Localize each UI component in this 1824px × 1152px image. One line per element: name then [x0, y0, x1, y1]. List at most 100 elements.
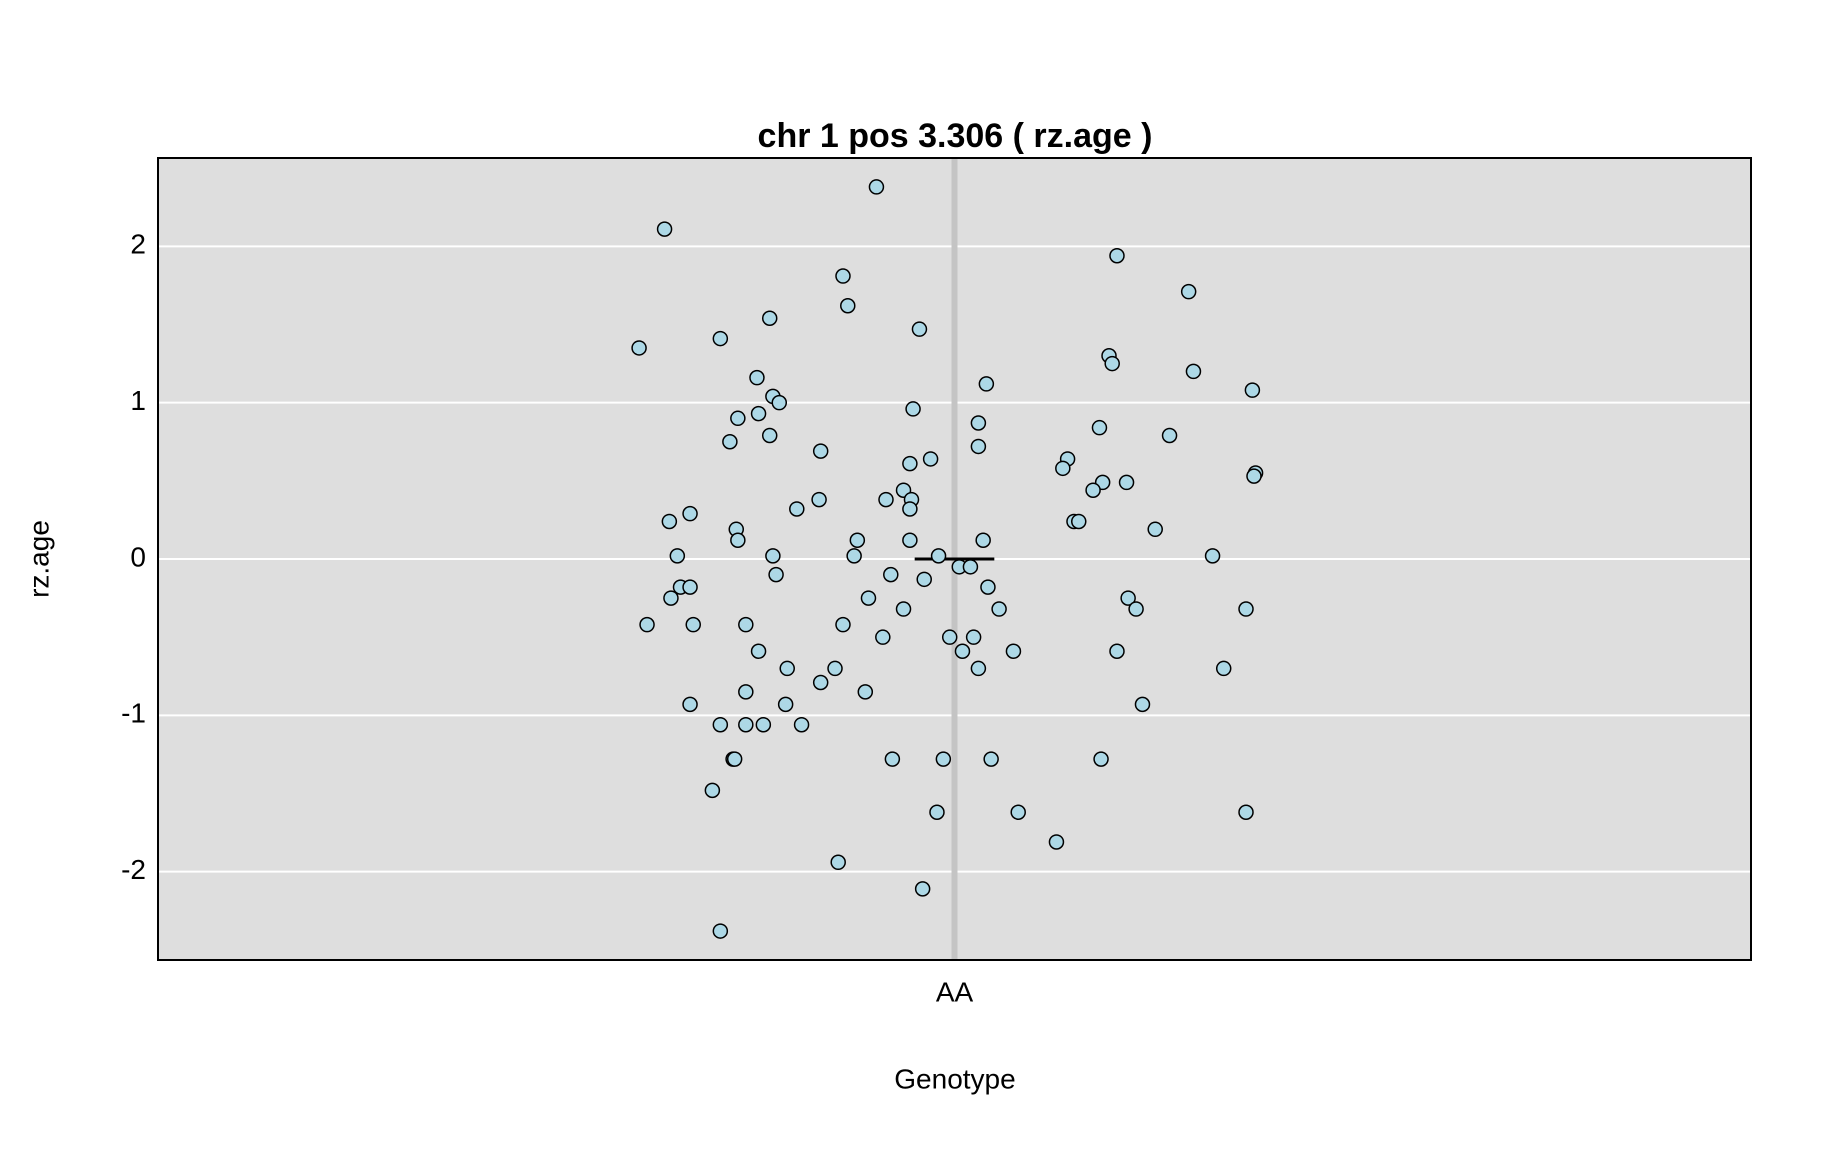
- data-point: [761, 310, 778, 326]
- data-point: [878, 491, 894, 508]
- data-point: [1005, 643, 1022, 659]
- data-point: [1161, 427, 1178, 444]
- data-point: [840, 297, 856, 314]
- data-point: [1180, 283, 1197, 300]
- y-tick-label: 2: [130, 229, 146, 260]
- data-point: [750, 405, 767, 422]
- data-point: [765, 548, 781, 564]
- data-point: [1238, 601, 1254, 617]
- data-point: [1128, 601, 1144, 617]
- data-point: [682, 579, 698, 595]
- data-point: [1109, 247, 1125, 264]
- data-point: [975, 532, 991, 548]
- data-point: [712, 330, 729, 347]
- y-tick-label: 1: [130, 385, 146, 416]
- data-point: [661, 513, 678, 530]
- data-point: [1147, 521, 1163, 538]
- data-point: [1244, 382, 1261, 398]
- data-point: [777, 696, 794, 713]
- data-point: [916, 571, 932, 588]
- data-point: [656, 221, 673, 237]
- data-point: [965, 629, 982, 645]
- data-point: [954, 643, 971, 659]
- data-point: [884, 751, 901, 767]
- data-point: [1118, 474, 1135, 491]
- data-point: [991, 601, 1007, 617]
- data-point: [830, 854, 846, 871]
- data-point: [761, 427, 778, 444]
- data-point: [902, 532, 918, 548]
- data-point: [812, 674, 829, 691]
- data-point: [722, 433, 738, 450]
- data-point: [1104, 355, 1120, 372]
- data-point: [663, 590, 679, 606]
- data-point: [639, 616, 655, 633]
- data-point: [911, 321, 928, 337]
- data-point: [849, 532, 866, 548]
- data-point: [738, 716, 754, 733]
- data-point: [682, 696, 698, 713]
- data-point: [1055, 460, 1071, 477]
- data-point: [755, 716, 772, 733]
- data-point: [1093, 751, 1109, 767]
- data-point: [941, 629, 958, 645]
- data-point: [1085, 482, 1101, 498]
- x-axis-label: Genotype: [894, 1063, 1015, 1094]
- data-point: [771, 394, 788, 411]
- data-point: [712, 716, 729, 733]
- x-tick-label: AA: [936, 976, 974, 1007]
- data-point: [1204, 548, 1221, 564]
- data-point: [812, 443, 829, 459]
- data-point: [1109, 643, 1125, 659]
- chart-title: chr 1 pos 3.306 ( rz.age ): [758, 117, 1153, 155]
- data-point: [750, 643, 767, 659]
- data-point: [860, 590, 877, 606]
- data-point: [883, 566, 899, 583]
- data-point: [811, 491, 827, 508]
- data-point: [749, 369, 765, 386]
- data-point: [914, 881, 931, 897]
- y-tick-label: 0: [130, 541, 146, 572]
- data-point: [779, 660, 795, 677]
- data-point: [978, 376, 995, 392]
- data-point: [1091, 419, 1108, 436]
- data-point: [1246, 468, 1262, 484]
- data-point: [962, 559, 979, 575]
- data-point: [827, 660, 843, 677]
- data-point: [1238, 804, 1254, 821]
- data-point: [712, 923, 729, 939]
- data-point: [631, 340, 647, 356]
- data-point: [1071, 513, 1087, 530]
- data-point: [768, 566, 784, 583]
- data-point: [902, 501, 918, 517]
- data-point: [970, 660, 987, 677]
- plot-frame: [157, 157, 1752, 961]
- data-point: [929, 804, 945, 821]
- data-point: [669, 548, 686, 564]
- data-point: [704, 782, 721, 799]
- data-point: [970, 438, 987, 455]
- y-axis-label: rz.age: [23, 520, 54, 598]
- data-point: [846, 548, 862, 564]
- data-point: [857, 684, 874, 700]
- data-point: [726, 751, 743, 767]
- data-point: [1048, 834, 1065, 850]
- data-point: [1120, 590, 1136, 606]
- data-point: [682, 505, 698, 522]
- data-point: [738, 684, 754, 700]
- data-point: [1185, 363, 1202, 380]
- data-point: [1215, 660, 1232, 677]
- data-point: [730, 532, 746, 548]
- data-point: [1010, 804, 1026, 821]
- data-point: [905, 401, 921, 417]
- data-point: [835, 268, 851, 284]
- data-point: [922, 451, 939, 467]
- data-point: [895, 601, 912, 617]
- data-point: [1134, 696, 1151, 713]
- data-point: [930, 548, 947, 564]
- data-point: [685, 616, 701, 633]
- data-point: [875, 629, 891, 645]
- data-point: [730, 410, 746, 427]
- data-point: [902, 455, 918, 472]
